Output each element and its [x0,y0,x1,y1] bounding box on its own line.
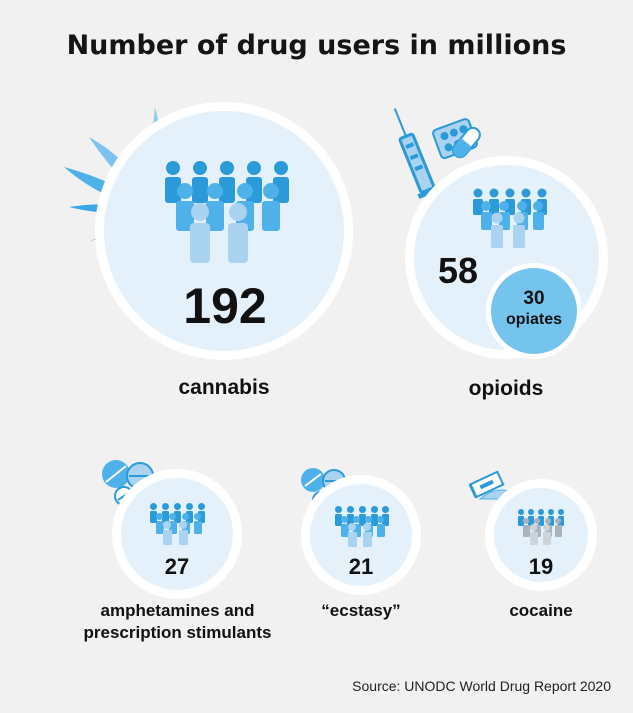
people-icon [518,509,564,545]
source-note: Source: UNODC World Drug Report 2020 [352,678,611,694]
pills-icon [301,468,346,509]
cannabis-circle [104,111,344,351]
opiates-label: opiates [505,311,562,328]
cannabis-value: 192 [183,278,267,334]
opiates-circle [491,268,577,354]
opiates-value: 30 [523,288,545,309]
people-icon [165,161,289,263]
cocaine-value: 19 [528,554,554,579]
people-icon [335,506,389,547]
pills-icon [102,460,154,506]
ecstasy-value: 21 [348,554,374,579]
opioids-label: opioids [468,377,544,400]
razor-blade-powder-icon [468,470,528,500]
amphetamines-label-line1: amphetamines and [100,601,255,620]
syringe-pills-icon [393,108,481,213]
amphetamines-label-line2: prescription stimulants [83,623,272,642]
amphetamines-value: 27 [164,554,190,579]
cannabis-label: cannabis [178,376,270,399]
amphetamines-circle [121,478,233,590]
cocaine-label: cocaine [509,601,573,620]
people-icon [150,503,205,545]
page-title: Number of drug users in millions [66,30,567,61]
people-icon [473,188,547,248]
opioids-value: 58 [437,250,479,291]
ecstasy-label: “ecstasy” [321,601,401,620]
